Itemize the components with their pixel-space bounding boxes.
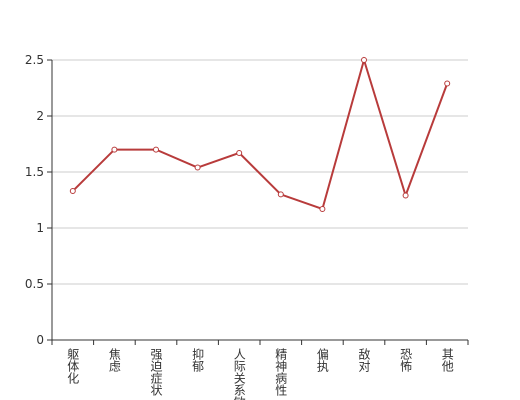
- x-tick-label: 恐怖: [399, 348, 413, 372]
- x-tick-label: 躯体化: [66, 347, 80, 385]
- point: [69, 188, 76, 195]
- y-tick-label: 2.5: [25, 53, 44, 67]
- x-tick-label: 焦虑: [107, 348, 121, 372]
- y-tick-label: 1.5: [25, 165, 44, 179]
- y-tick-label: 2: [36, 109, 44, 123]
- point: [402, 192, 409, 199]
- x-tick-label: 其他: [440, 348, 454, 372]
- x-tick-label: 抑郁: [191, 347, 205, 373]
- line: [72, 56, 449, 211]
- x-tick-label: 人际关系敏感: [232, 348, 246, 400]
- point: [153, 146, 159, 153]
- point: [236, 149, 243, 156]
- point: [277, 191, 284, 198]
- y-tick-label: 1: [36, 221, 44, 235]
- point: [194, 164, 201, 171]
- point: [319, 205, 326, 212]
- y-tick-label: 0.5: [25, 277, 44, 291]
- x-tick-label: 敌对: [357, 347, 371, 372]
- point: [444, 80, 451, 87]
- x-tick-label: 精神病性: [274, 348, 288, 397]
- x-tick-label: 偏执: [315, 347, 329, 373]
- x-tick-label: 强迫症状: [149, 348, 163, 396]
- point: [361, 57, 367, 63]
- y-tick-label: 0: [36, 333, 44, 347]
- point: [111, 146, 118, 153]
